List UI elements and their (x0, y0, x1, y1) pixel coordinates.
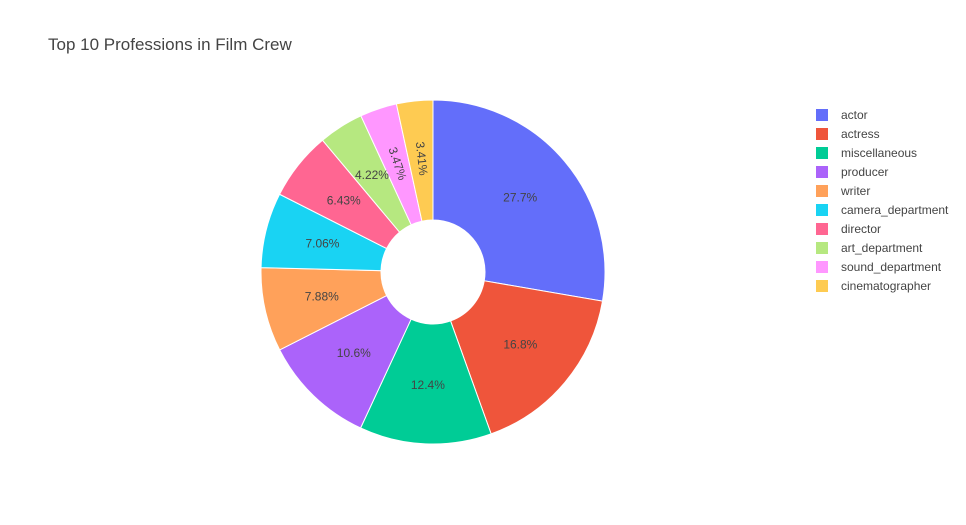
legend-label-cinematographer: cinematographer (841, 279, 931, 293)
legend-label-miscellaneous: miscellaneous (841, 146, 917, 160)
slice-label-director: 6.43% (327, 193, 361, 207)
pie-slice-actress[interactable] (449, 280, 604, 435)
slice-label-art-department: 4.22% (355, 168, 389, 182)
legend-swatch-art-department[interactable] (816, 242, 828, 254)
legend-label-sound-department: sound_department (841, 260, 942, 274)
legend-swatch-writer[interactable] (816, 185, 828, 197)
legend-swatch-actor[interactable] (816, 109, 828, 121)
legend-label-actor: actor (841, 108, 868, 122)
slice-label-cinematographer: 3.41% (413, 141, 431, 177)
legend-swatch-sound-department[interactable] (816, 261, 828, 273)
pie-slices (260, 99, 606, 445)
pie-slice-producer[interactable] (278, 294, 412, 429)
legend-label-producer: producer (841, 165, 888, 179)
slice-label-miscellaneous: 12.4% (411, 378, 445, 392)
pie-slice-actor[interactable] (432, 99, 606, 302)
legend-label-art-department: art_department (841, 241, 923, 255)
legend-swatch-producer[interactable] (816, 166, 828, 178)
legend-label-camera-department: camera_department (841, 203, 949, 217)
slice-label-actress: 16.8% (503, 337, 537, 351)
legend-swatch-miscellaneous[interactable] (816, 147, 828, 159)
pie-slice-miscellaneous[interactable] (359, 318, 492, 445)
legend-label-writer: writer (840, 184, 870, 198)
legend-swatch-camera-department[interactable] (816, 204, 828, 216)
slice-label-producer: 10.6% (337, 346, 371, 360)
chart-title: Top 10 Professions in Film Crew (48, 35, 292, 54)
legend-label-actress: actress (841, 127, 880, 141)
legend-swatch-cinematographer[interactable] (816, 280, 828, 292)
slice-labels: 27.7% 16.8% 12.4% 10.6% 7.88% 7.06% 6.43% 4.22%… (305, 141, 538, 392)
legend: actor actress miscellaneous producer writer c… (816, 108, 949, 293)
slice-label-actor: 27.7% (503, 191, 537, 205)
slice-label-writer: 7.88% (305, 289, 339, 303)
legend-swatch-actress[interactable] (816, 128, 828, 140)
legend-swatch-director[interactable] (816, 223, 828, 235)
slice-label-camera-department: 7.06% (305, 236, 339, 250)
legend-label-director: director (841, 222, 881, 236)
pie-slice-cinematographer[interactable] (395, 99, 434, 222)
